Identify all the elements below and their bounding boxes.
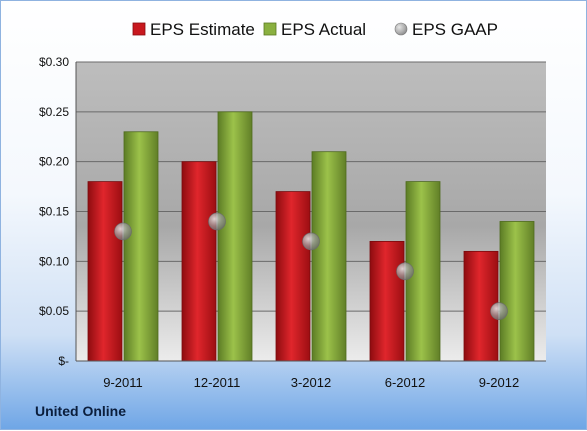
bar-eps-estimate (87, 181, 123, 362)
y-axis: $- $0.05 $0.10 $0.15 $0.20 $0.25 $0.30 (39, 55, 77, 368)
marker-eps-gaap (302, 232, 320, 251)
marker-eps-gaap (114, 222, 132, 241)
legend-swatch (263, 22, 277, 36)
legend-item: EPS GAAP (394, 20, 498, 39)
bar-eps-estimate (369, 240, 405, 362)
y-tick-label: $0.20 (39, 155, 69, 169)
x-axis: 9-2011 12-2011 3-2012 6-2012 9-2012 (76, 360, 546, 390)
marker-eps-gaap (490, 302, 508, 320)
bar-eps-actual (311, 151, 347, 362)
legend-item: EPS Estimate (132, 20, 255, 39)
x-tick-label: 9-2012 (479, 375, 519, 390)
y-tick-label: $0.10 (39, 254, 69, 268)
legend-label: EPS Actual (281, 20, 366, 39)
marker-eps-gaap (396, 262, 414, 281)
x-tick-label: 9-2011 (103, 375, 143, 390)
bar-eps-actual (123, 131, 159, 362)
legend-label: EPS GAAP (412, 20, 498, 39)
y-tick-label: $0.30 (39, 55, 69, 69)
bar-eps-estimate (275, 191, 311, 362)
marker-eps-gaap (208, 212, 226, 231)
legend-label: EPS Estimate (150, 20, 255, 39)
legend-swatch (132, 22, 146, 36)
y-tick-label: $0.25 (39, 105, 69, 119)
legend: EPS Estimate EPS Actual EPS GAAP (132, 20, 498, 39)
bar-eps-actual (499, 221, 535, 362)
company-label: United Online (35, 403, 126, 419)
legend-item: EPS Actual (263, 20, 366, 39)
x-tick-label: 3-2012 (291, 375, 331, 390)
bar-eps-actual (217, 111, 253, 362)
legend-swatch (394, 22, 408, 36)
x-tick-label: 6-2012 (385, 375, 425, 390)
gaap-markers (114, 212, 508, 320)
y-tick-label: $- (58, 354, 69, 368)
y-tick-label: $0.15 (39, 205, 69, 219)
x-tick-label: 12-2011 (194, 375, 241, 390)
bar-eps-estimate (181, 161, 217, 362)
y-tick-label: $0.05 (39, 304, 69, 318)
